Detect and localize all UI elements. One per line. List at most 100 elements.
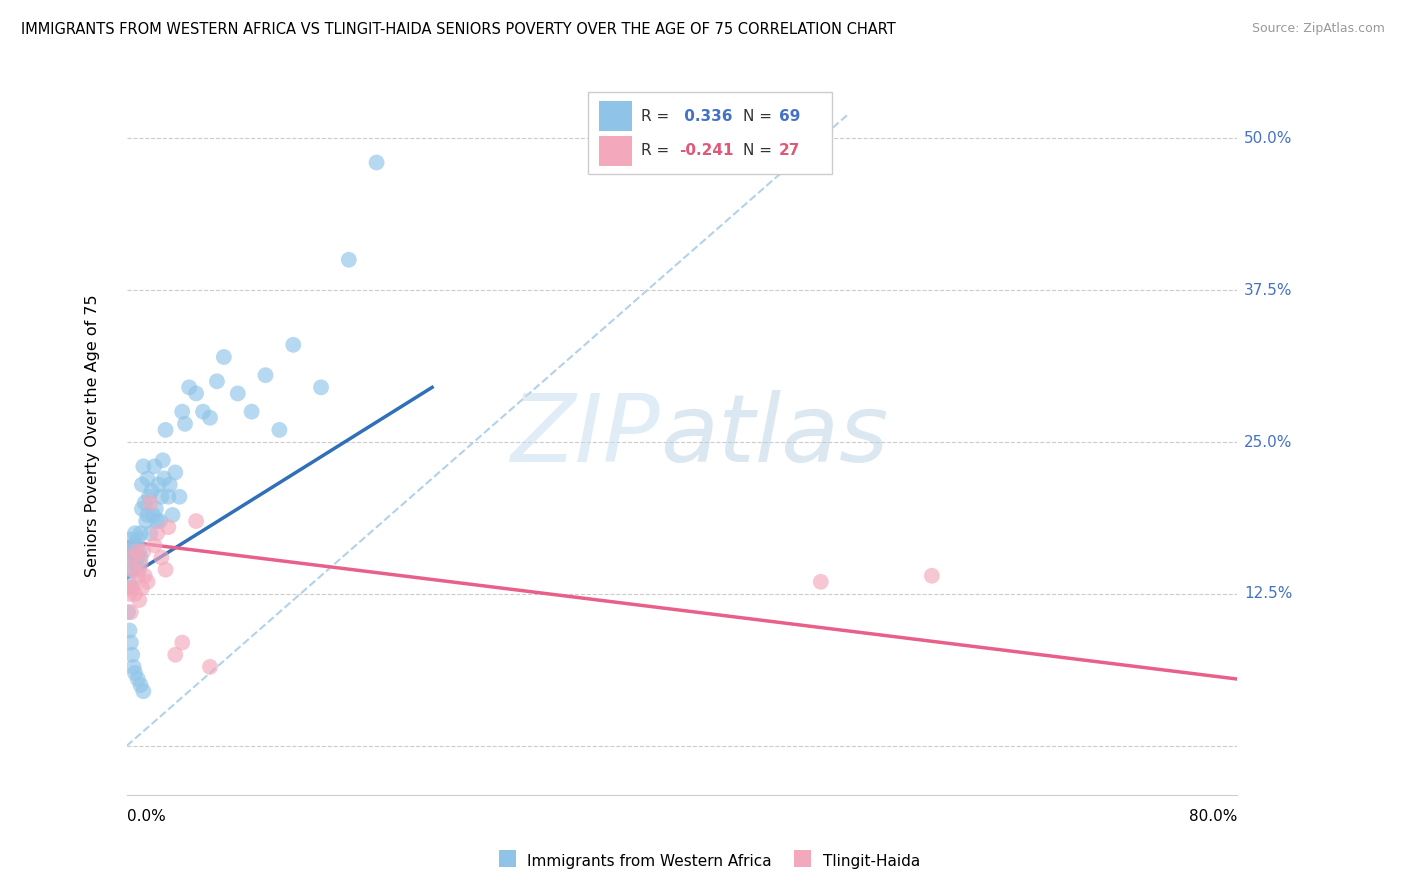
- Point: [131, 477, 153, 491]
- Point: [155, 563, 177, 577]
- Point: [125, 557, 148, 571]
- Point: [143, 538, 166, 552]
- Text: N =: N =: [742, 143, 778, 158]
- Text: Source: ZipAtlas.com: Source: ZipAtlas.com: [1251, 22, 1385, 36]
- Point: [366, 155, 388, 169]
- Text: IMMIGRANTS FROM WESTERN AFRICA VS TLINGIT-HAIDA SENIORS POVERTY OVER THE AGE OF : IMMIGRANTS FROM WESTERN AFRICA VS TLINGI…: [21, 22, 896, 37]
- Y-axis label: Seniors Poverty Over the Age of 75: Seniors Poverty Over the Age of 75: [86, 294, 100, 577]
- Point: [120, 563, 142, 577]
- Point: [179, 380, 201, 394]
- Point: [337, 252, 360, 267]
- Point: [240, 405, 263, 419]
- Point: [117, 581, 139, 595]
- Point: [129, 678, 152, 692]
- Point: [117, 550, 139, 565]
- Point: [134, 496, 156, 510]
- Point: [117, 605, 139, 619]
- Bar: [599, 101, 633, 131]
- Point: [152, 453, 174, 467]
- Point: [162, 508, 184, 522]
- Point: [121, 581, 143, 595]
- Point: [198, 660, 221, 674]
- Text: 37.5%: 37.5%: [1244, 283, 1292, 298]
- Point: [127, 672, 149, 686]
- Text: 80.0%: 80.0%: [1189, 809, 1237, 824]
- Point: [124, 550, 146, 565]
- Point: [141, 483, 163, 498]
- Point: [139, 526, 162, 541]
- Point: [172, 635, 194, 649]
- Point: [172, 405, 194, 419]
- Point: [122, 563, 145, 577]
- Text: N =: N =: [742, 109, 778, 124]
- Point: [121, 648, 143, 662]
- FancyBboxPatch shape: [588, 92, 832, 174]
- Point: [128, 593, 150, 607]
- Point: [810, 574, 832, 589]
- Point: [139, 496, 162, 510]
- Point: [121, 581, 143, 595]
- Text: R =: R =: [641, 109, 673, 124]
- Point: [124, 526, 146, 541]
- Point: [142, 508, 165, 522]
- Point: [198, 410, 221, 425]
- Point: [132, 459, 155, 474]
- Text: 0.336: 0.336: [679, 109, 733, 124]
- Point: [921, 568, 943, 582]
- Point: [135, 514, 157, 528]
- Point: [118, 574, 141, 589]
- Point: [134, 568, 156, 582]
- Point: [118, 544, 141, 558]
- Point: [283, 338, 305, 352]
- Point: [120, 550, 142, 565]
- Point: [145, 502, 167, 516]
- Point: [191, 405, 214, 419]
- Point: [184, 386, 207, 401]
- Point: [150, 490, 173, 504]
- Point: [128, 563, 150, 577]
- Point: [165, 466, 187, 480]
- Point: [205, 374, 228, 388]
- Point: [157, 520, 180, 534]
- Point: [132, 544, 155, 558]
- Point: [149, 514, 172, 528]
- Point: [121, 544, 143, 558]
- Point: [174, 417, 197, 431]
- Point: [146, 526, 169, 541]
- Text: 69: 69: [779, 109, 800, 124]
- Point: [269, 423, 291, 437]
- Point: [129, 557, 152, 571]
- Text: 0.0%: 0.0%: [127, 809, 166, 824]
- Point: [125, 538, 148, 552]
- Point: [131, 581, 153, 595]
- Point: [157, 490, 180, 504]
- Bar: [599, 136, 633, 166]
- Point: [129, 550, 152, 565]
- Point: [120, 635, 142, 649]
- Point: [165, 648, 187, 662]
- Point: [155, 423, 177, 437]
- Point: [129, 526, 152, 541]
- Point: [125, 544, 148, 558]
- Point: [136, 508, 159, 522]
- Point: [212, 350, 235, 364]
- Point: [146, 514, 169, 528]
- Text: 50.0%: 50.0%: [1244, 131, 1292, 145]
- Point: [127, 533, 149, 547]
- Point: [131, 502, 153, 516]
- Text: 25.0%: 25.0%: [1244, 434, 1292, 450]
- Text: atlas: atlas: [659, 391, 889, 482]
- Point: [122, 660, 145, 674]
- Point: [136, 574, 159, 589]
- Text: Immigrants from Western Africa: Immigrants from Western Africa: [527, 855, 772, 869]
- Point: [122, 563, 145, 577]
- Point: [309, 380, 332, 394]
- Point: [136, 471, 159, 485]
- Point: [120, 533, 142, 547]
- Point: [118, 587, 141, 601]
- Point: [124, 665, 146, 680]
- Point: [124, 587, 146, 601]
- Point: [120, 605, 142, 619]
- Point: [150, 550, 173, 565]
- Text: -0.241: -0.241: [679, 143, 733, 158]
